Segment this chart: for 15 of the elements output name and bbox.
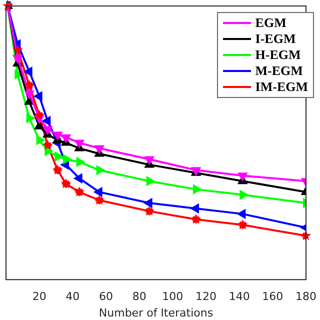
x-tick-label: 180 — [296, 290, 316, 304]
legend-label: M-EGM — [255, 63, 303, 79]
legend-label: H-EGM — [255, 47, 301, 63]
x-axis-title: Number of Iterations — [98, 306, 214, 320]
x-tick-label: 40 — [66, 290, 80, 304]
x-tick-label: 160 — [262, 290, 284, 304]
x-tick-label: 60 — [99, 290, 113, 304]
legend-label: IM-EGM — [255, 79, 308, 95]
legend-label: EGM — [255, 15, 286, 31]
x-tick-label: 100 — [162, 290, 184, 304]
x-tick-label: 120 — [196, 290, 216, 304]
x-tick-label: 140 — [228, 290, 250, 304]
legend-label: I-EGM — [255, 31, 296, 47]
x-tick-label: 20 — [32, 290, 46, 304]
x-tick-label: 80 — [132, 290, 146, 304]
